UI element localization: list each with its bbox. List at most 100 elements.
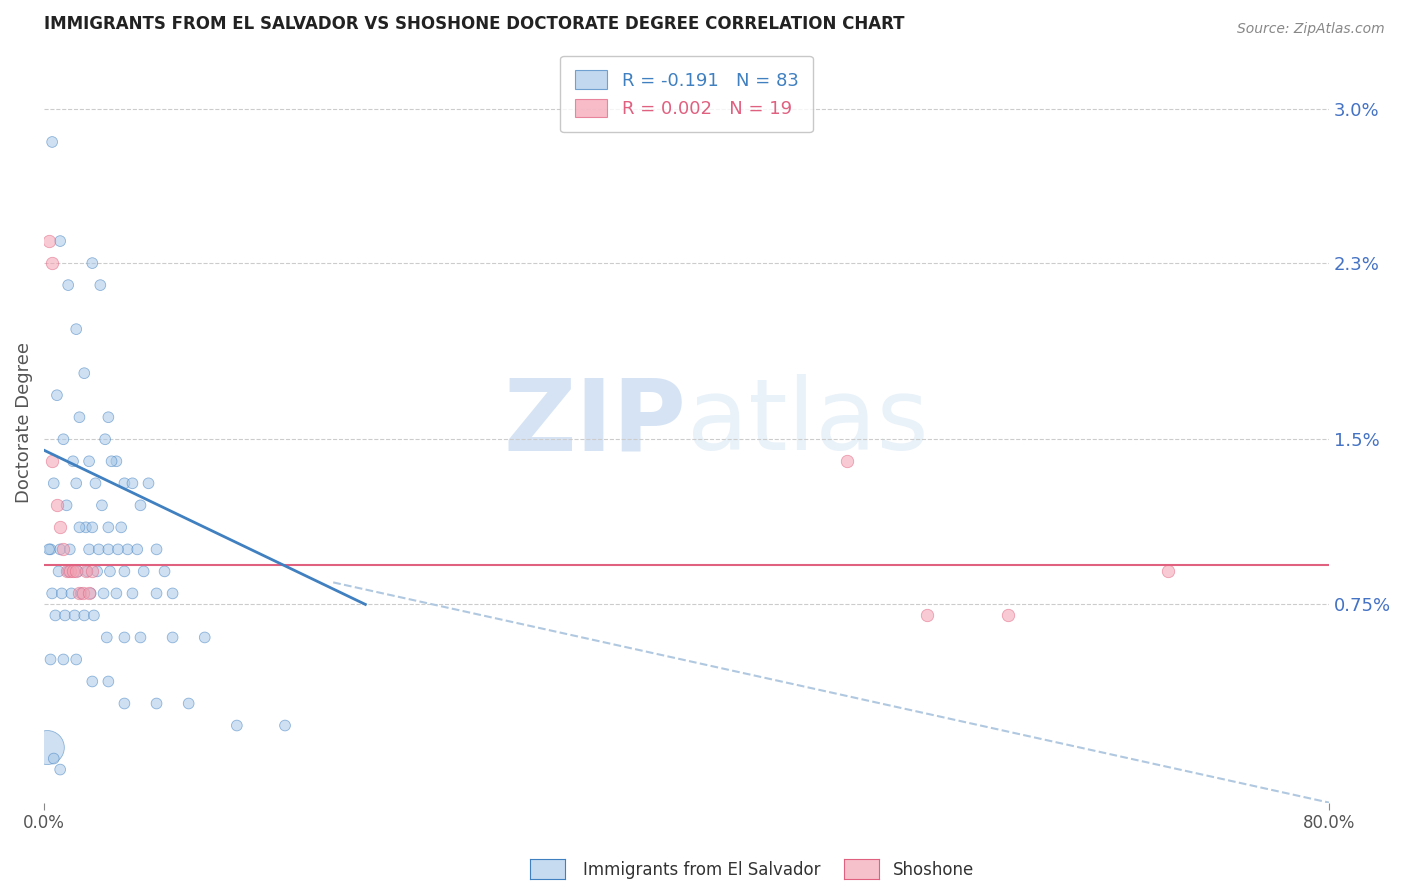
Point	[82, 565, 104, 579]
Point	[917, 608, 939, 623]
Point	[55, 565, 77, 579]
Point	[112, 565, 135, 579]
Point	[97, 410, 120, 425]
Point	[41, 256, 63, 270]
Point	[87, 542, 110, 557]
Point	[100, 454, 122, 468]
Text: Shoshone: Shoshone	[893, 861, 974, 879]
Point	[121, 476, 143, 491]
Point	[52, 652, 75, 666]
Point	[76, 565, 98, 579]
Point	[117, 542, 139, 557]
Point	[86, 565, 108, 579]
Point	[80, 586, 103, 600]
Point	[41, 586, 63, 600]
Point	[112, 697, 135, 711]
Point	[52, 542, 75, 557]
Point	[112, 476, 135, 491]
Point	[41, 135, 63, 149]
Point	[97, 542, 120, 557]
Point	[65, 652, 87, 666]
Point	[82, 520, 104, 534]
Point	[65, 322, 87, 336]
Point	[44, 608, 66, 623]
Point	[75, 520, 97, 534]
Text: Immigrants from El Salvador: Immigrants from El Salvador	[583, 861, 821, 879]
Point	[274, 718, 297, 732]
Point	[38, 234, 60, 248]
Point	[62, 565, 84, 579]
Point	[145, 586, 167, 600]
Point	[69, 520, 91, 534]
Point	[82, 674, 104, 689]
Point	[59, 542, 82, 557]
Point	[69, 410, 91, 425]
Point	[66, 565, 89, 579]
Point	[145, 542, 167, 557]
Text: ZIP: ZIP	[503, 375, 686, 471]
Point	[60, 586, 83, 600]
Point	[97, 674, 120, 689]
Point	[48, 565, 70, 579]
Point	[89, 278, 111, 293]
Point	[77, 542, 100, 557]
Y-axis label: Doctorate Degree: Doctorate Degree	[15, 343, 32, 503]
Point	[59, 565, 82, 579]
Point	[55, 499, 77, 513]
Point	[70, 586, 93, 600]
Point	[58, 565, 80, 579]
Point	[138, 476, 160, 491]
Point	[75, 565, 97, 579]
Point	[65, 476, 87, 491]
Point	[84, 476, 107, 491]
Point	[82, 256, 104, 270]
Legend: R = -0.191   N = 83, R = 0.002   N = 19: R = -0.191 N = 83, R = 0.002 N = 19	[560, 55, 813, 132]
Point	[194, 631, 217, 645]
Point	[69, 586, 91, 600]
Point	[77, 586, 100, 600]
Point	[49, 542, 72, 557]
Point	[129, 631, 152, 645]
Point	[83, 608, 105, 623]
Point	[73, 608, 96, 623]
Point	[90, 499, 112, 513]
Point	[39, 652, 62, 666]
Point	[97, 520, 120, 534]
Point	[1157, 565, 1180, 579]
Point	[58, 278, 80, 293]
Point	[49, 763, 72, 777]
Point	[73, 366, 96, 380]
Point	[112, 631, 135, 645]
Point	[94, 432, 117, 446]
Point	[153, 565, 176, 579]
Point	[96, 631, 118, 645]
Point	[162, 631, 184, 645]
Text: IMMIGRANTS FROM EL SALVADOR VS SHOSHONE DOCTORATE DEGREE CORRELATION CHART: IMMIGRANTS FROM EL SALVADOR VS SHOSHONE …	[44, 15, 904, 33]
Point	[93, 586, 115, 600]
Point	[42, 751, 65, 765]
Point	[49, 234, 72, 248]
Point	[997, 608, 1019, 623]
Point	[37, 740, 59, 755]
Point	[110, 520, 132, 534]
Point	[132, 565, 155, 579]
Point	[121, 586, 143, 600]
Point	[46, 499, 69, 513]
Point	[837, 454, 859, 468]
Text: Source: ZipAtlas.com: Source: ZipAtlas.com	[1237, 22, 1385, 37]
Point	[77, 454, 100, 468]
Point	[225, 718, 247, 732]
Point	[129, 499, 152, 513]
Point	[53, 608, 76, 623]
Point	[98, 565, 121, 579]
Point	[107, 542, 129, 557]
Point	[63, 608, 86, 623]
Point	[41, 454, 63, 468]
Point	[72, 586, 94, 600]
Point	[127, 542, 149, 557]
Point	[38, 542, 60, 557]
Point	[52, 432, 75, 446]
Point	[105, 586, 128, 600]
Point	[65, 565, 87, 579]
Point	[42, 476, 65, 491]
